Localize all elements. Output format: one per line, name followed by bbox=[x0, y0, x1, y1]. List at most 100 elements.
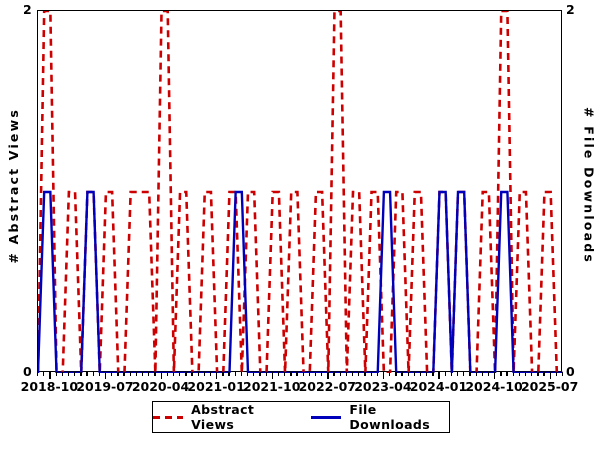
legend-label-file-downloads: File Downloads bbox=[349, 402, 431, 432]
x-axis-tick bbox=[296, 372, 298, 376]
x-axis-tick bbox=[364, 372, 366, 376]
x-axis-tick bbox=[172, 372, 175, 376]
x-axis-tick bbox=[333, 372, 335, 376]
x-axis-tick bbox=[543, 372, 545, 376]
x-axis-tick bbox=[537, 372, 539, 376]
x-axis-tick bbox=[314, 372, 317, 376]
x-axis-tick bbox=[253, 372, 255, 376]
x-axis-tick bbox=[469, 372, 471, 376]
x-axis-tick bbox=[259, 372, 261, 376]
x-axis-tick-label: 2021-10 bbox=[243, 379, 301, 394]
x-axis-tick bbox=[339, 372, 341, 376]
x-axis-tick bbox=[457, 372, 459, 376]
x-axis-tick bbox=[49, 372, 51, 379]
x-axis-tick bbox=[370, 372, 372, 376]
x-axis-tick bbox=[80, 372, 82, 376]
series-line-abstract-views bbox=[38, 11, 563, 373]
x-axis-tick bbox=[98, 372, 101, 376]
x-axis-tick bbox=[475, 372, 477, 376]
x-axis-tick bbox=[419, 372, 422, 376]
x-axis-tick bbox=[142, 372, 144, 376]
plot-area bbox=[37, 10, 563, 373]
x-axis-tick bbox=[92, 372, 94, 376]
y-axis-right-title: # File Downloads bbox=[578, 0, 600, 372]
x-axis-tick bbox=[277, 372, 280, 376]
x-axis-tick-label: 2024-10 bbox=[465, 379, 523, 394]
chart-legend: Abstract Views File Downloads bbox=[152, 401, 450, 433]
x-axis-tick-label: 2022-07 bbox=[298, 379, 356, 394]
x-axis-tick-labels: 2018-10 2019-07 2020-04 2021-01 2021-10 2022-… bbox=[0, 379, 600, 395]
x-axis-tick bbox=[148, 372, 150, 376]
x-axis-tick bbox=[518, 372, 521, 376]
x-axis-tick bbox=[432, 372, 434, 376]
x-axis-tick bbox=[191, 372, 193, 376]
y-axis-left-tick-top: 2 bbox=[23, 2, 32, 17]
x-axis-tick bbox=[234, 372, 236, 376]
x-axis-tick bbox=[117, 372, 119, 376]
x-axis-tick bbox=[104, 372, 107, 379]
x-axis-tick bbox=[37, 372, 39, 376]
x-axis-tick bbox=[111, 372, 113, 376]
x-axis-tick bbox=[228, 372, 230, 376]
x-axis-tick bbox=[487, 372, 490, 376]
x-axis-tick bbox=[55, 372, 57, 376]
x-axis-tick bbox=[321, 372, 323, 376]
x-axis-tick bbox=[185, 372, 187, 376]
x-axis-tick bbox=[197, 372, 199, 376]
x-axis-tick bbox=[444, 372, 446, 376]
y-axis-right-tick-top: 2 bbox=[566, 2, 575, 17]
y-axis-left-title-text: # Abstract Views bbox=[5, 108, 21, 264]
x-axis-tick bbox=[203, 372, 206, 376]
x-axis-tick bbox=[352, 372, 354, 376]
x-axis-ticks bbox=[37, 372, 564, 380]
chart-canvas bbox=[38, 11, 563, 373]
x-axis-tick bbox=[512, 372, 514, 376]
x-axis-tick bbox=[271, 372, 273, 379]
legend-item-file-downloads: File Downloads bbox=[311, 402, 449, 432]
x-axis-tick bbox=[389, 372, 391, 376]
x-axis-tick bbox=[216, 372, 218, 379]
x-axis-tick bbox=[524, 372, 527, 376]
solid-line-swatch-icon bbox=[311, 415, 342, 419]
x-axis-tick bbox=[506, 372, 508, 376]
x-axis-tick bbox=[562, 372, 564, 376]
x-axis-tick bbox=[376, 372, 378, 376]
x-axis-tick bbox=[395, 372, 397, 376]
x-axis-tick bbox=[345, 372, 348, 376]
x-axis-tick-label: 2023-04 bbox=[354, 379, 412, 394]
x-axis-tick bbox=[308, 372, 311, 376]
dashed-line-swatch-icon bbox=[153, 415, 184, 419]
x-axis-tick bbox=[450, 372, 453, 376]
legend-item-abstract-views: Abstract Views bbox=[153, 402, 289, 432]
x-axis-tick bbox=[302, 372, 304, 376]
x-axis-tick bbox=[160, 372, 162, 379]
x-axis-tick bbox=[209, 372, 212, 376]
x-axis-tick-label: 2020-04 bbox=[131, 379, 190, 394]
x-axis-tick bbox=[413, 372, 416, 376]
x-axis-tick bbox=[382, 372, 385, 379]
x-axis-tick bbox=[43, 372, 45, 376]
y-axis-right-title-text: # File Downloads bbox=[581, 107, 597, 265]
y-axis-right-tick-bottom: 0 bbox=[566, 364, 575, 379]
y-axis-left-tick-bottom: 0 bbox=[23, 364, 32, 379]
x-axis-tick bbox=[494, 372, 496, 379]
x-axis-tick bbox=[358, 372, 360, 376]
x-axis-tick-label: 2024-01 bbox=[409, 379, 468, 394]
x-axis-tick-label: 2018-10 bbox=[20, 379, 79, 394]
x-axis-tick bbox=[67, 372, 70, 376]
x-axis-tick bbox=[154, 372, 156, 376]
x-axis-tick bbox=[265, 372, 267, 376]
x-axis-tick bbox=[426, 372, 428, 376]
x-axis-tick bbox=[123, 372, 125, 376]
x-axis-tick bbox=[179, 372, 181, 376]
x-axis-tick bbox=[401, 372, 403, 376]
x-axis-tick bbox=[500, 372, 502, 376]
x-axis-tick bbox=[61, 372, 63, 376]
x-axis-tick-label: 2025-07 bbox=[520, 379, 579, 394]
x-axis-tick bbox=[327, 372, 329, 379]
x-axis-tick bbox=[555, 372, 558, 376]
x-axis-tick bbox=[438, 372, 440, 379]
x-axis-tick-label: 2021-01 bbox=[187, 379, 245, 394]
x-axis-tick bbox=[549, 372, 551, 379]
